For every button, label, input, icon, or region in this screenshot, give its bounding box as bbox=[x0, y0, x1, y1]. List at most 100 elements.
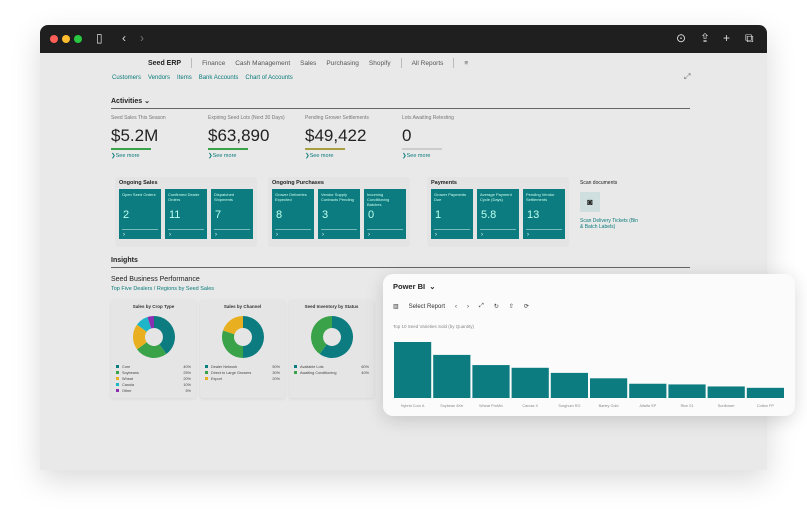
chevron-right-icon: › bbox=[169, 232, 171, 238]
kpi-card[interactable]: Seed Sales This Season $5.2M ❯See more bbox=[111, 115, 201, 159]
download-icon[interactable]: ⊙ bbox=[676, 31, 687, 45]
x-tick-label: Barley Gold bbox=[599, 404, 619, 408]
minimize-button[interactable] bbox=[62, 35, 70, 43]
share-icon[interactable]: ⇪ bbox=[700, 31, 711, 45]
menu-all-reports[interactable]: All Reports bbox=[411, 59, 444, 67]
section-title: Seed Business Performance bbox=[111, 276, 200, 283]
menu-cash-management[interactable]: Cash Management bbox=[235, 59, 291, 67]
chart-icon[interactable]: ▥ bbox=[393, 304, 399, 310]
cue-tile[interactable]: Dispatched Shipments 7 › bbox=[211, 189, 253, 239]
bar[interactable] bbox=[550, 372, 588, 398]
bar[interactable] bbox=[746, 387, 784, 398]
camera-icon[interactable]: ◙ bbox=[580, 192, 600, 212]
link-bank-accounts[interactable]: Bank Accounts bbox=[198, 75, 239, 81]
back-icon[interactable]: ‹ bbox=[122, 31, 126, 45]
refresh-icon[interactable]: ⟳ bbox=[523, 304, 529, 310]
donut-slice[interactable] bbox=[132, 324, 147, 350]
bar[interactable] bbox=[590, 378, 628, 398]
donut-slice[interactable] bbox=[136, 317, 151, 332]
next-icon[interactable]: › bbox=[467, 303, 470, 310]
prev-icon[interactable]: ‹ bbox=[455, 303, 458, 310]
x-tick-label: Rice 01 bbox=[681, 404, 694, 408]
bar[interactable] bbox=[511, 367, 549, 398]
chevron-right-icon: › bbox=[215, 232, 217, 238]
donut-slice[interactable] bbox=[222, 316, 243, 335]
kpi-card[interactable]: Expiring Seed Lots (Next 30 Days) $63,89… bbox=[208, 115, 298, 159]
kpi-card[interactable]: Lots Awaiting Retesting 0 ❯See more bbox=[402, 115, 492, 159]
bar[interactable] bbox=[472, 365, 510, 398]
tile-value: 8 bbox=[276, 209, 283, 221]
kpi-card[interactable]: Pending Grower Settlements $49,422 ❯See … bbox=[305, 115, 395, 159]
menu-shopify[interactable]: Shopify bbox=[368, 59, 391, 67]
x-tick-label: Sorghum RG bbox=[558, 404, 580, 408]
kpi-value: $49,422 bbox=[305, 126, 367, 145]
scan-delivery-tickets-link[interactable]: Scan Delivery Tickets (Bin & Batch Label… bbox=[580, 218, 639, 230]
kpi-label: Lots Awaiting Retesting bbox=[402, 115, 454, 121]
link-items[interactable]: Items bbox=[177, 75, 192, 81]
donut-chart bbox=[132, 316, 175, 358]
hamburger-icon[interactable]: ≡ bbox=[464, 59, 469, 67]
see-more-link[interactable]: ❯See more bbox=[402, 153, 431, 159]
tile-value: 3 bbox=[322, 209, 329, 221]
donut-slice[interactable] bbox=[147, 316, 154, 329]
forward-icon[interactable]: › bbox=[140, 31, 144, 45]
insights-heading: Insights bbox=[111, 257, 690, 268]
link-customers[interactable]: Customers bbox=[112, 75, 142, 81]
group-title: Ongoing Sales bbox=[119, 180, 158, 186]
power-bi-panel: Power BI ⌄ ▥ Select Report ‹ › ⤢ ↻ ⇧ ⟳ T… bbox=[383, 274, 795, 416]
cue-tile[interactable]: Confirmed Dealer Orders 11 › bbox=[165, 189, 207, 239]
new-tab-icon[interactable]: + bbox=[723, 31, 731, 45]
cue-tile[interactable]: Incoming Conditioning Batches 0 › bbox=[364, 189, 406, 239]
cue-tile[interactable]: Grower Deliveries Expected 8 › bbox=[272, 189, 314, 239]
power-bi-title[interactable]: Power BI ⌄ bbox=[393, 282, 436, 291]
select-report-button[interactable]: Select Report bbox=[408, 303, 446, 310]
donut-card: Sales by Crop Type Corn 40% Soybeans 25% Whe… bbox=[111, 300, 196, 398]
bar[interactable] bbox=[433, 354, 471, 398]
kpi-label: Expiring Seed Lots (Next 30 Days) bbox=[208, 115, 285, 121]
x-tick-label: Cotton FP bbox=[757, 404, 775, 408]
menu-finance[interactable]: Finance bbox=[202, 59, 226, 67]
legend-item: Direct to Large Growers 30% bbox=[205, 371, 280, 375]
donut-slice[interactable] bbox=[153, 316, 175, 354]
cue-tile[interactable]: Grower Payments Due 1 › bbox=[431, 189, 473, 239]
upload-icon[interactable]: ⇧ bbox=[508, 304, 514, 310]
bar[interactable] bbox=[668, 384, 706, 398]
x-tick-label: Soybean 8Xtr bbox=[440, 404, 464, 408]
donut-slice[interactable] bbox=[319, 316, 353, 358]
kpi-indicator bbox=[305, 148, 345, 150]
donut-chart bbox=[310, 316, 353, 358]
legend-item: Available Lots 60% bbox=[294, 365, 369, 369]
see-more-link[interactable]: ❯See more bbox=[111, 153, 140, 159]
see-more-link[interactable]: ❯See more bbox=[208, 153, 237, 159]
donut-slice[interactable] bbox=[221, 330, 243, 358]
reload-icon[interactable]: ↻ bbox=[493, 304, 499, 310]
see-more-link[interactable]: ❯See more bbox=[305, 153, 334, 159]
donut-slice[interactable] bbox=[136, 342, 166, 358]
donut-slice[interactable] bbox=[310, 316, 332, 354]
donut-slice[interactable] bbox=[242, 316, 264, 358]
x-tick-label: Hybrid Corn A bbox=[401, 404, 425, 408]
menu-purchasing[interactable]: Purchasing bbox=[326, 59, 359, 67]
bar[interactable] bbox=[394, 342, 432, 398]
close-window-button[interactable] bbox=[50, 35, 58, 43]
menu-sales[interactable]: Sales bbox=[300, 59, 317, 67]
x-tick-label: Canola X bbox=[522, 404, 538, 408]
link-chart-of-accounts[interactable]: Chart of Accounts bbox=[245, 75, 293, 81]
cue-tile[interactable]: Vendor Supply Contracts Pending 3 › bbox=[318, 189, 360, 239]
expand-icon[interactable]: ⤢ bbox=[684, 72, 691, 81]
tile-group: Ongoing Sales Open Seed Orders 2 › Confirmed… bbox=[115, 177, 257, 247]
cue-tile[interactable]: Average Payment Cycle (Days) 5.8 › bbox=[477, 189, 519, 239]
cue-tile[interactable]: Open Seed Orders 2 › bbox=[119, 189, 161, 239]
sidebar-icon[interactable]: ▯ bbox=[96, 31, 103, 45]
link-vendors[interactable]: Vendors bbox=[148, 75, 171, 81]
bar[interactable] bbox=[629, 383, 667, 398]
top-dealers-link[interactable]: Top Five Dealers / Regions by Seed Sales bbox=[111, 286, 215, 292]
cue-tile[interactable]: Pending Vendor Settlements 13 › bbox=[523, 189, 565, 239]
zoom-button[interactable] bbox=[74, 35, 82, 43]
activities-heading[interactable]: Activities ⌄ bbox=[111, 97, 690, 109]
kpi-value: 0 bbox=[402, 126, 412, 145]
donut-title: Sales by Crop Type bbox=[132, 304, 175, 309]
tabs-icon[interactable]: ⧉ bbox=[745, 31, 754, 45]
fullscreen-icon[interactable]: ⤢ bbox=[479, 303, 484, 309]
bar[interactable] bbox=[707, 386, 745, 398]
